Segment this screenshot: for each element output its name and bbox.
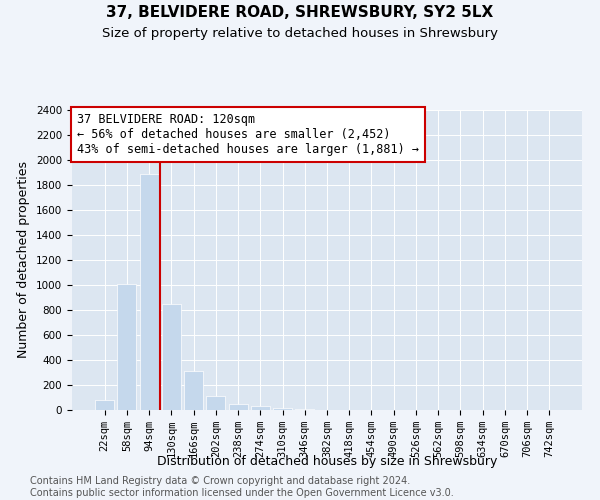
- Bar: [251, 406, 270, 410]
- Bar: [140, 174, 158, 410]
- Text: Contains HM Land Registry data © Crown copyright and database right 2024.
Contai: Contains HM Land Registry data © Crown c…: [30, 476, 454, 498]
- Bar: [184, 371, 203, 410]
- Bar: [229, 404, 248, 410]
- Bar: [273, 408, 292, 410]
- Text: 37, BELVIDERE ROAD, SHREWSBURY, SY2 5LX: 37, BELVIDERE ROAD, SHREWSBURY, SY2 5LX: [106, 5, 494, 20]
- Bar: [95, 400, 114, 410]
- Text: 37 BELVIDERE ROAD: 120sqm
← 56% of detached houses are smaller (2,452)
43% of se: 37 BELVIDERE ROAD: 120sqm ← 56% of detac…: [77, 113, 419, 156]
- Text: Distribution of detached houses by size in Shrewsbury: Distribution of detached houses by size …: [157, 455, 497, 468]
- Bar: [206, 396, 225, 410]
- Y-axis label: Number of detached properties: Number of detached properties: [17, 162, 31, 358]
- Text: Size of property relative to detached houses in Shrewsbury: Size of property relative to detached ho…: [102, 28, 498, 40]
- Bar: [118, 284, 136, 410]
- Bar: [162, 304, 181, 410]
